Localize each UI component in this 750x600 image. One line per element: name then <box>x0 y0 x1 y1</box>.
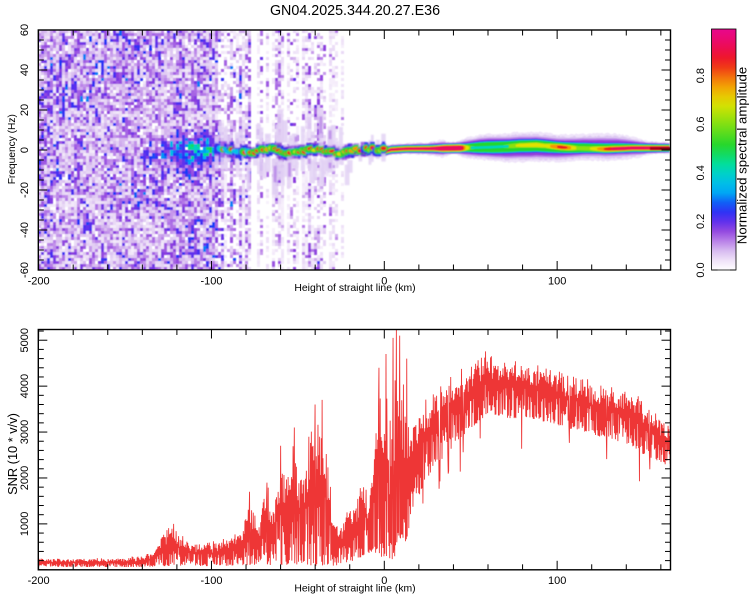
svg-text:0.6: 0.6 <box>695 117 707 132</box>
svg-text:5000: 5000 <box>19 328 31 352</box>
svg-text:3000: 3000 <box>19 420 31 444</box>
svg-text:-60: -60 <box>19 262 31 278</box>
svg-text:0.4: 0.4 <box>695 165 707 180</box>
svg-text:2000: 2000 <box>19 466 31 490</box>
svg-text:SNR (10 * v/v): SNR (10 * v/v) <box>5 413 20 495</box>
svg-text:4000: 4000 <box>19 374 31 398</box>
svg-text:Frequency (Hz): Frequency (Hz) <box>7 114 18 184</box>
svg-text:Height of straight line (km): Height of straight line (km) <box>294 283 415 294</box>
svg-text:60: 60 <box>19 24 31 36</box>
svg-text:100: 100 <box>548 575 566 587</box>
svg-text:Normalized spectral amplitude: Normalized spectral amplitude <box>735 67 750 244</box>
svg-text:0.2: 0.2 <box>695 214 707 229</box>
svg-text:-20: -20 <box>19 182 31 198</box>
svg-text:0: 0 <box>381 575 387 587</box>
svg-text:GN04.2025.344.20.27.E36: GN04.2025.344.20.27.E36 <box>270 3 440 19</box>
svg-text:100: 100 <box>548 276 566 288</box>
svg-text:0: 0 <box>381 276 387 288</box>
svg-text:-100: -100 <box>200 575 222 587</box>
svg-text:0: 0 <box>19 147 31 153</box>
svg-text:-200: -200 <box>28 276 50 288</box>
svg-text:0.0: 0.0 <box>695 262 707 277</box>
svg-text:0.8: 0.8 <box>695 68 707 83</box>
svg-text:Height of straight line (km): Height of straight line (km) <box>294 583 415 594</box>
svg-text:-100: -100 <box>200 276 222 288</box>
svg-text:-40: -40 <box>19 222 31 238</box>
svg-text:-200: -200 <box>28 575 50 587</box>
svg-text:20: 20 <box>19 104 31 116</box>
svg-text:40: 40 <box>19 64 31 76</box>
svg-text:1000: 1000 <box>19 512 31 536</box>
